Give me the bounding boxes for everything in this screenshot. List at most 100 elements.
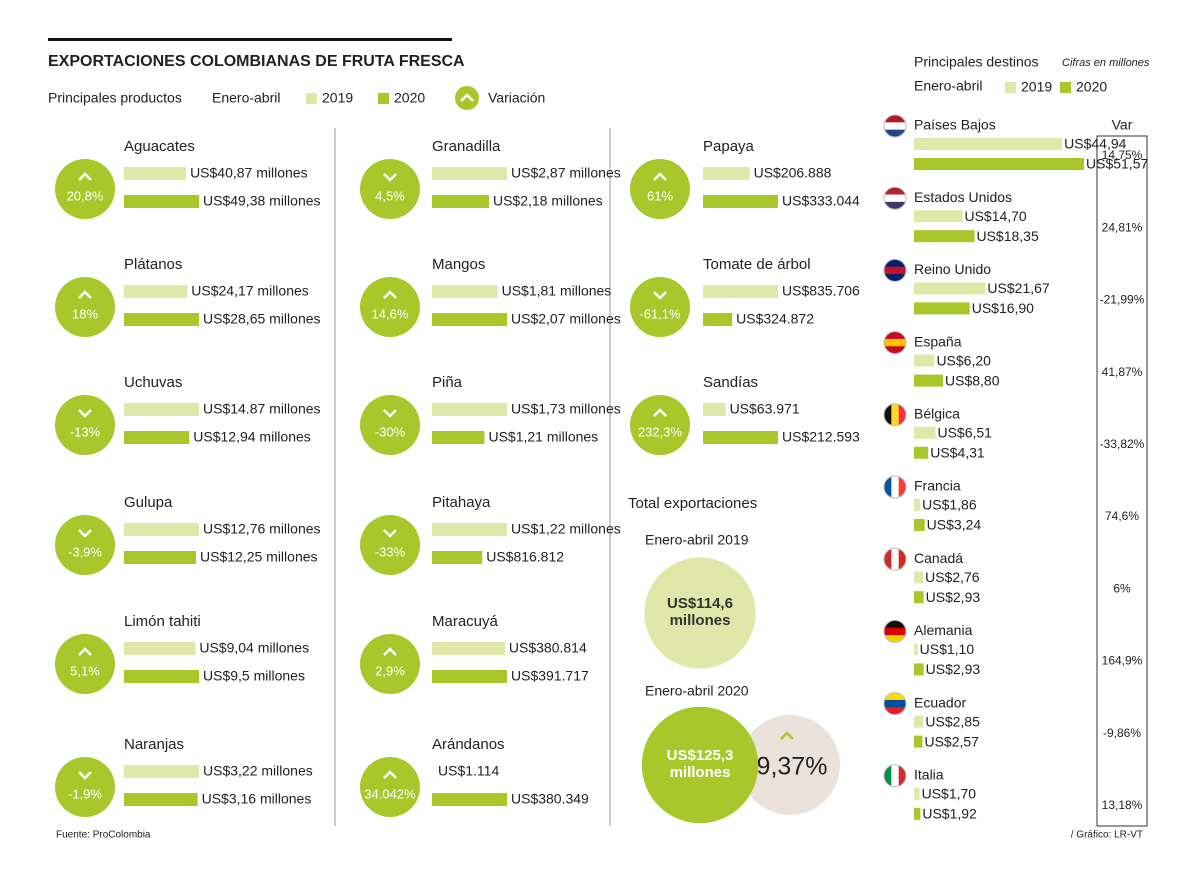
product-name: Sandías xyxy=(703,374,758,391)
value-label: US$2,07 millones xyxy=(511,311,621,327)
value-label: US$816.812 xyxy=(486,549,564,565)
bar xyxy=(124,670,199,683)
value-label: US$1,73 millones xyxy=(511,401,621,417)
value-label: US$2,85 xyxy=(925,713,980,729)
value-label: US$51,57 xyxy=(1086,156,1148,172)
variation-label: 74,6% xyxy=(1105,509,1139,523)
bar xyxy=(703,167,750,180)
value-label: US$2,76 xyxy=(925,569,980,585)
variation-label: 20,8% xyxy=(67,188,104,203)
value-label: US$12,94 millones xyxy=(193,429,311,445)
value-label: US$333.044 xyxy=(782,193,860,209)
value-label: US$18,35 xyxy=(976,228,1038,244)
bar xyxy=(914,663,924,676)
bar xyxy=(914,282,986,295)
product-name: Aguacates xyxy=(124,138,195,155)
variation-label: 5,1% xyxy=(70,663,100,678)
value-label: US$1,21 millones xyxy=(488,429,598,445)
chevron xyxy=(383,409,397,418)
flag-stripe xyxy=(898,764,906,787)
value-label: US$2,87 millones xyxy=(511,165,621,181)
bar xyxy=(124,403,199,416)
bar xyxy=(432,195,489,208)
var-header: Var xyxy=(1112,117,1133,133)
bar xyxy=(703,403,726,416)
bar xyxy=(914,210,963,223)
product-name: Papaya xyxy=(703,138,755,155)
legend-swatch xyxy=(1060,82,1071,93)
country-name: Canadá xyxy=(914,550,963,566)
flag-stripe xyxy=(891,476,900,498)
flag-stripe xyxy=(884,194,906,203)
value-label: US$9,5 millones xyxy=(203,668,305,684)
bar xyxy=(124,313,199,326)
fruit-icon xyxy=(55,277,115,337)
bar xyxy=(914,591,924,604)
flag-ring xyxy=(883,547,907,571)
total-label: US$125,3 millones xyxy=(666,747,734,781)
value-label: US$1,81 millones xyxy=(502,283,612,299)
country-name: Alemania xyxy=(914,622,973,638)
flag-ring xyxy=(883,692,907,716)
source: Fuente: ProColombia xyxy=(56,830,151,841)
flag-stripe xyxy=(898,403,906,426)
value-label: US$206.888 xyxy=(754,165,832,181)
value-label: US$380.349 xyxy=(511,791,589,807)
title-rule xyxy=(48,38,452,41)
var-box xyxy=(1096,135,1148,827)
bar xyxy=(914,807,921,820)
bar xyxy=(914,643,918,656)
value-label: US$44,94 xyxy=(1064,136,1126,152)
credit: / Gráfico: LR-VT xyxy=(1071,830,1143,841)
bar xyxy=(432,285,498,298)
bar xyxy=(432,642,505,655)
value-label: US$1.114 xyxy=(438,763,499,779)
flag-ring xyxy=(883,619,907,643)
product-name: Gulupa xyxy=(124,494,173,511)
flag-stripe xyxy=(884,331,906,340)
chevron xyxy=(653,291,667,300)
bar xyxy=(914,446,929,459)
chevron xyxy=(78,529,92,538)
fruit-icon xyxy=(630,395,690,455)
dest-title: Principales destinos xyxy=(914,54,1039,70)
value-label: US$212.593 xyxy=(782,429,860,445)
flag-stripe xyxy=(891,403,900,426)
value-label: US$16,90 xyxy=(972,300,1034,316)
value-label: US$28,65 millones xyxy=(203,311,321,327)
value-label: US$391.717 xyxy=(511,668,589,684)
fruit-icon xyxy=(360,515,420,575)
bar xyxy=(703,313,733,326)
bar xyxy=(914,158,1084,170)
country-name: España xyxy=(914,333,962,349)
value-label: US$40,87 millones xyxy=(190,165,308,181)
variation-label: -1,9% xyxy=(68,786,102,801)
chevron xyxy=(78,290,92,299)
bar xyxy=(914,374,944,387)
variation-circle xyxy=(740,715,840,815)
value-label: US$9,04 millones xyxy=(199,640,309,656)
chevron xyxy=(383,770,397,779)
bar xyxy=(914,138,1063,150)
value-label: US$12,25 millones xyxy=(200,549,318,565)
bar xyxy=(432,670,507,683)
flag-stripe xyxy=(884,274,906,282)
product-name: Tomate de árbol xyxy=(703,256,811,273)
legend-label: 2019 xyxy=(322,90,353,106)
chevron xyxy=(78,771,92,780)
value-label: US$4,31 xyxy=(930,445,985,461)
variation-label: -13% xyxy=(70,424,101,439)
subtitle: Principales productos xyxy=(48,90,182,106)
bar xyxy=(124,167,187,180)
bar xyxy=(124,793,198,806)
fruit-icon xyxy=(360,277,420,337)
value-label: US$3,16 millones xyxy=(202,791,312,807)
product-name: Naranjas xyxy=(124,736,184,753)
total-circle xyxy=(641,706,759,824)
bar xyxy=(124,285,188,298)
variation-legend: Variación xyxy=(488,90,545,106)
flag-stripe xyxy=(884,548,892,571)
dest-note: Cifras en millones xyxy=(1062,57,1150,69)
chevron xyxy=(460,93,474,102)
country-name: Ecuador xyxy=(914,694,966,710)
